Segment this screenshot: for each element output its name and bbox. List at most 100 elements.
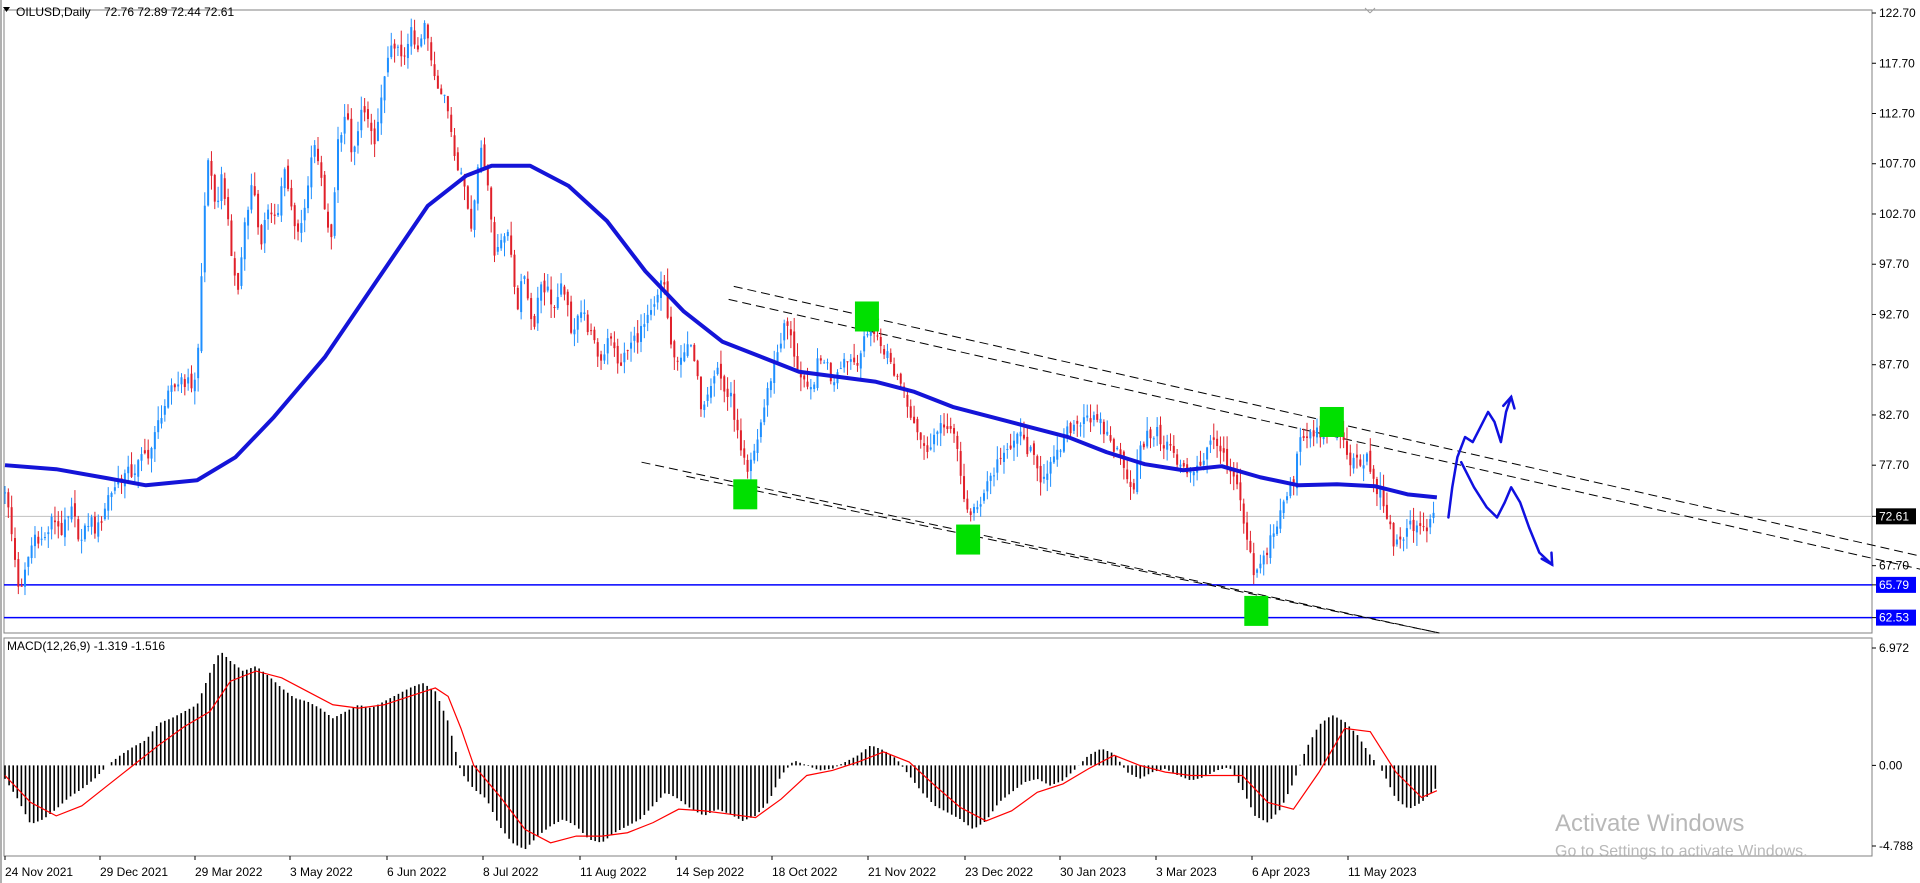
candle-body <box>10 507 13 535</box>
candle-body <box>1209 440 1212 445</box>
symbol-label: OILUSD,Daily <box>16 5 91 19</box>
candle-body <box>583 312 586 315</box>
candle-body <box>1399 536 1402 540</box>
candle-body <box>803 375 806 380</box>
candle-body <box>70 506 73 520</box>
macd-y-tick-label: 0.00 <box>1879 758 1903 772</box>
candle-body <box>963 476 966 499</box>
candle-body <box>866 334 869 336</box>
x-tick-label: 30 Jan 2023 <box>1060 865 1126 879</box>
candle-body <box>596 342 599 357</box>
x-tick-label: 29 Dec 2021 <box>100 865 168 879</box>
candle-body <box>1222 448 1225 453</box>
candle-body <box>966 498 969 510</box>
candle-body <box>177 384 180 387</box>
candle-body <box>756 439 759 453</box>
candle-body <box>759 422 762 438</box>
candle-body <box>1219 445 1222 452</box>
candle-body <box>153 432 156 450</box>
candle-body <box>996 459 999 473</box>
candle-body <box>410 27 413 47</box>
candle-body <box>1382 486 1385 507</box>
candle-body <box>526 278 529 299</box>
candle-body <box>1276 526 1279 535</box>
x-tick-label: 6 Apr 2023 <box>1252 865 1310 879</box>
candle-body <box>809 387 812 390</box>
candle-body <box>1082 417 1085 424</box>
candle-body <box>919 432 922 440</box>
candle-body <box>1129 481 1132 487</box>
candle-body <box>553 306 556 308</box>
candle-body <box>390 45 393 58</box>
arrow-head <box>1540 551 1554 567</box>
price-badge <box>1876 576 1916 593</box>
candle-body <box>1345 441 1348 455</box>
candle-body <box>1212 437 1215 440</box>
candle-body <box>217 200 220 203</box>
candle-body <box>227 197 230 220</box>
candle-body <box>250 185 253 210</box>
candle-body <box>663 282 666 285</box>
candle-body <box>520 281 523 313</box>
candle-body <box>1272 533 1275 537</box>
candle-body <box>1026 436 1029 455</box>
candle-body <box>147 449 150 459</box>
candle-body <box>1269 535 1272 559</box>
candle-body <box>570 301 573 333</box>
candle-body <box>853 357 856 363</box>
candle-body <box>210 160 213 176</box>
candle-body <box>333 192 336 236</box>
candle-body <box>1236 474 1239 485</box>
candle-body <box>796 356 799 370</box>
candle-body <box>1086 415 1089 418</box>
green-marker <box>956 524 981 555</box>
candle-body <box>290 187 293 207</box>
candle-body <box>1072 424 1075 431</box>
candle-body <box>406 43 409 59</box>
candle-body <box>1136 462 1139 493</box>
candle-body <box>1349 452 1352 466</box>
candle-body <box>1289 482 1292 497</box>
candle-body <box>1232 469 1235 477</box>
candle-body <box>1359 459 1362 466</box>
candle-body <box>1299 437 1302 452</box>
candle-body <box>163 405 166 415</box>
candle-body <box>879 336 882 347</box>
x-tick-label: 8 Jul 2022 <box>483 865 539 879</box>
candle-body <box>743 448 746 458</box>
candle-body <box>749 459 752 472</box>
candle-body <box>233 258 236 276</box>
candle-body <box>863 336 866 352</box>
candle-body <box>983 493 986 501</box>
candle-body <box>393 43 396 49</box>
candle-body <box>1156 427 1159 437</box>
candle-body <box>736 419 739 431</box>
candle-body <box>443 94 446 96</box>
candle-body <box>1079 425 1082 427</box>
candle-body <box>157 420 160 433</box>
candle-body <box>909 406 912 418</box>
candle-body <box>343 116 346 134</box>
candle-body <box>1405 528 1408 537</box>
candle-body <box>1146 430 1149 447</box>
candle-body <box>1259 563 1262 569</box>
candle-body <box>1032 443 1035 455</box>
x-tick-label: 11 May 2023 <box>1348 865 1417 879</box>
candle-body <box>1169 444 1172 446</box>
candle-body <box>1059 450 1062 452</box>
candle-body <box>100 521 103 523</box>
price-badge <box>1876 508 1916 525</box>
candle-body <box>683 352 686 362</box>
x-tick-label: 18 Oct 2022 <box>772 865 838 879</box>
scroll-marker <box>1364 7 1371 14</box>
candle-body <box>536 297 539 324</box>
candle-body <box>1246 522 1249 540</box>
candle-body <box>1419 523 1422 526</box>
candle-body <box>1099 418 1102 424</box>
candle-body <box>426 24 429 39</box>
candle-body <box>373 128 376 145</box>
candle-body <box>643 324 646 327</box>
candle-body <box>1252 553 1255 576</box>
green-marker <box>733 479 758 510</box>
